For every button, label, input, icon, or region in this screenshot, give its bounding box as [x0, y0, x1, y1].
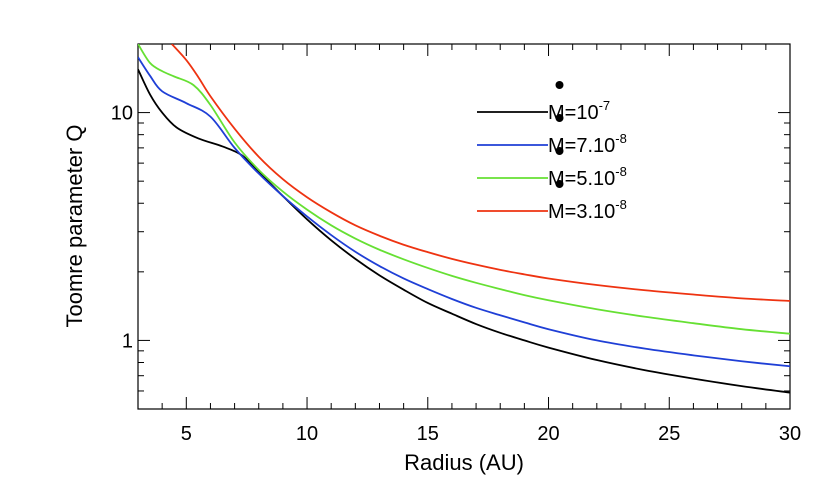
plot-frame: [137, 43, 791, 410]
legend-entry-label: M=7.10-8: [548, 131, 627, 157]
series-line-2: [138, 56, 790, 368]
legend-mdot-mark: [555, 180, 564, 188]
x-tick-label: 10: [296, 423, 318, 445]
legend-mdot-mark: [555, 114, 564, 122]
series-line-4: [171, 44, 790, 302]
series-line-3: [138, 44, 790, 335]
x-tick-label: 15: [417, 423, 439, 445]
x-tick-label: 30: [779, 423, 801, 445]
y-tick-label: 10: [111, 103, 133, 125]
series-line-1: [138, 68, 790, 394]
y-axis-label: Toomre parameter Q: [62, 125, 87, 328]
legend-entry-label: M=5.10-8: [548, 164, 627, 190]
x-axis-label: Radius (AU): [404, 450, 524, 475]
axis-ticks: [137, 43, 791, 410]
tick-labels: 5 10 15 20 25 30 1 10: [111, 103, 801, 445]
legend-mdot-mark: [555, 147, 564, 155]
legend: M=10-7M=7.10-8M=5.10-8M=3.10-8: [477, 81, 627, 223]
x-tick-label: 20: [537, 423, 559, 445]
legend-entry-label: M=3.10-8: [548, 197, 627, 223]
y-tick-label: 1: [122, 330, 133, 352]
legend-mdot-mark: [555, 81, 564, 89]
series-lines: [138, 44, 790, 394]
x-tick-label: 25: [658, 423, 680, 445]
x-tick-label: 5: [181, 423, 192, 445]
